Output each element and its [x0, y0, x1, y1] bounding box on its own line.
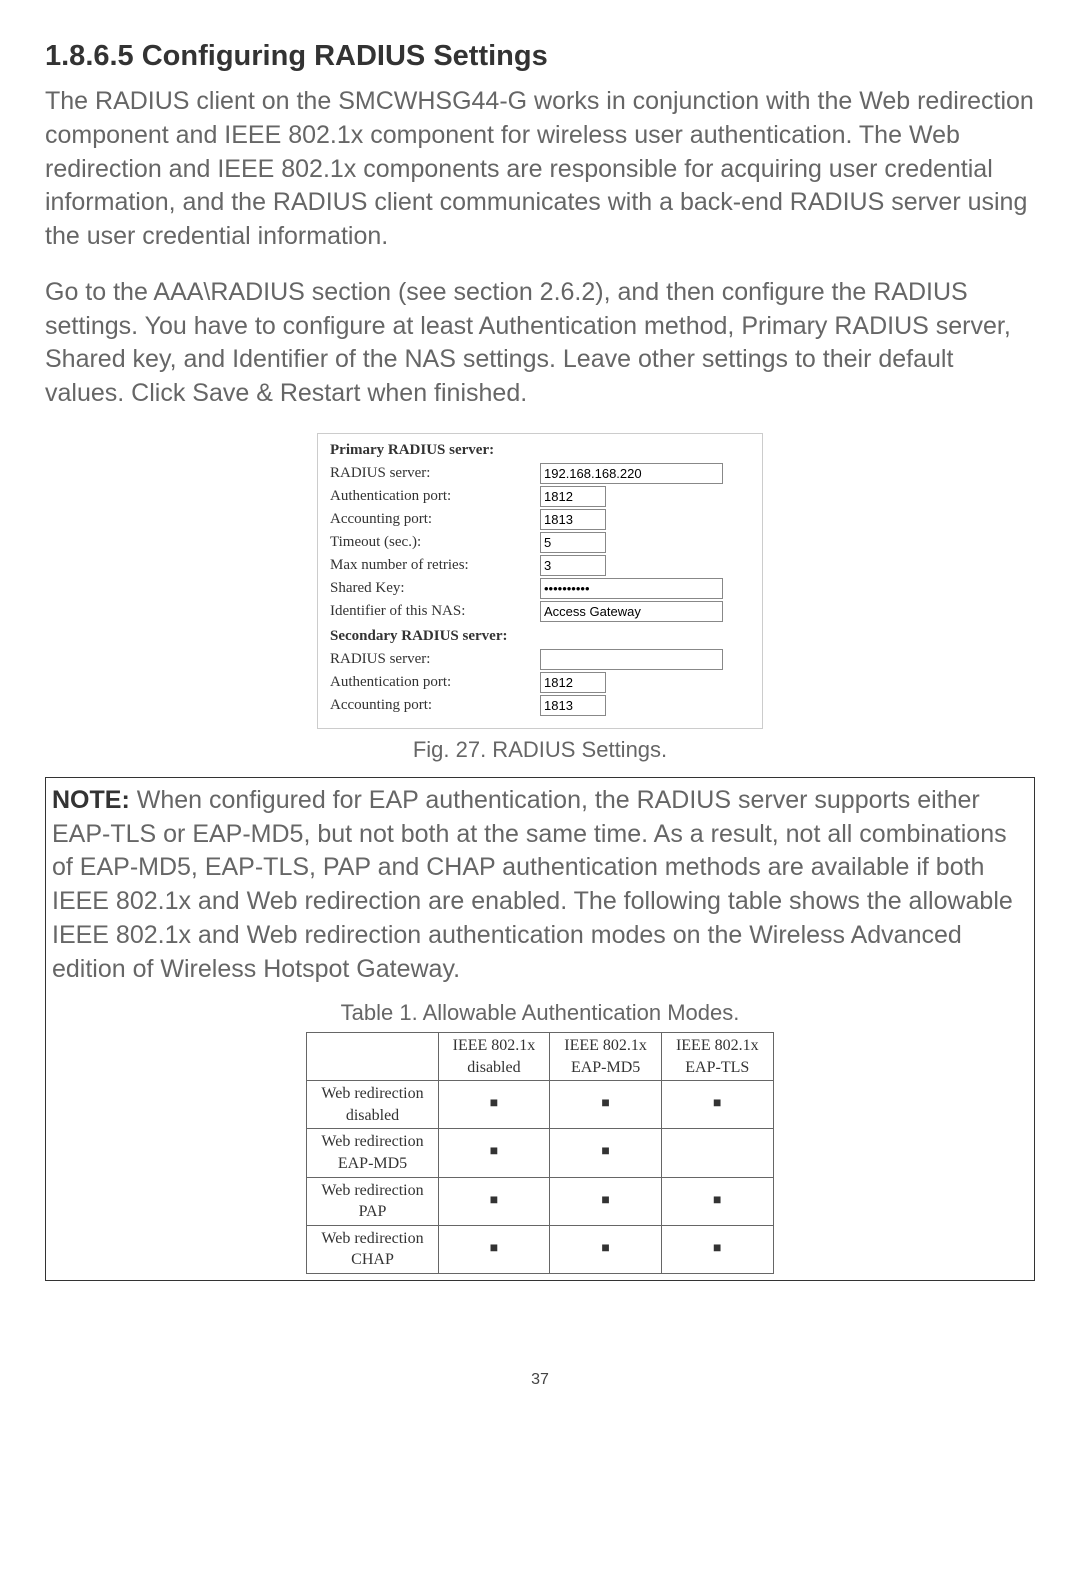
- label-sec-server: RADIUS server:: [330, 651, 540, 668]
- label-auth-port: Authentication port:: [330, 488, 540, 505]
- label-nas-id: Identifier of this NAS:: [330, 603, 540, 620]
- row-sec-acct: Accounting port:: [330, 695, 750, 716]
- figure-caption: Fig. 27. RADIUS Settings.: [45, 737, 1035, 763]
- table-col-header: IEEE 802.1xEAP-TLS: [661, 1032, 773, 1080]
- row-timeout: Timeout (sec.):: [330, 532, 750, 553]
- input-secondary-acct[interactable]: [540, 695, 606, 716]
- row-sec-server: RADIUS server:: [330, 649, 750, 670]
- label-sec-auth: Authentication port:: [330, 674, 540, 691]
- paragraph-1: The RADIUS client on the SMCWHSG44-G wor…: [45, 85, 1035, 254]
- table-cell: ■: [550, 1081, 662, 1129]
- label-sec-acct: Accounting port:: [330, 697, 540, 714]
- table-cell: ■: [661, 1081, 773, 1129]
- note-text: When configured for EAP authentication, …: [52, 786, 1013, 983]
- label-shared-key: Shared Key:: [330, 580, 540, 597]
- table-cell: ■: [550, 1177, 662, 1225]
- label-radius-server: RADIUS server:: [330, 465, 540, 482]
- row-shared-key: Shared Key:: [330, 578, 750, 599]
- row-nas-id: Identifier of this NAS:: [330, 601, 750, 622]
- table-col-header: IEEE 802.1xdisabled: [438, 1032, 550, 1080]
- table-caption: Table 1. Allowable Authentication Modes.: [52, 998, 1028, 1028]
- input-primary-server[interactable]: [540, 463, 723, 484]
- table-cell: ■: [661, 1177, 773, 1225]
- table-cell: ■: [438, 1177, 550, 1225]
- section-heading: 1.8.6.5 Configuring RADIUS Settings: [45, 40, 1035, 73]
- row-auth-port: Authentication port:: [330, 486, 750, 507]
- input-shared-key[interactable]: [540, 578, 723, 599]
- auth-modes-table: IEEE 802.1xdisabledIEEE 802.1xEAP-MD5IEE…: [306, 1032, 773, 1274]
- table-row-header: Web redirectionEAP-MD5: [307, 1129, 438, 1177]
- label-acct-port: Accounting port:: [330, 511, 540, 528]
- primary-server-header: Primary RADIUS server:: [330, 442, 750, 459]
- table-cell: ■: [661, 1225, 773, 1273]
- label-timeout: Timeout (sec.):: [330, 534, 540, 551]
- table-row: Web redirectionPAP■■■: [307, 1177, 773, 1225]
- input-nas-id[interactable]: [540, 601, 723, 622]
- note-label: NOTE:: [52, 786, 130, 814]
- table-col-header: [307, 1032, 438, 1080]
- table-row-header: Web redirectionCHAP: [307, 1225, 438, 1273]
- row-acct-port: Accounting port:: [330, 509, 750, 530]
- input-primary-acct[interactable]: [540, 509, 606, 530]
- table-col-header: IEEE 802.1xEAP-MD5: [550, 1032, 662, 1080]
- radius-settings-figure: Primary RADIUS server: RADIUS server: Au…: [317, 433, 763, 729]
- table-row: Web redirectionEAP-MD5■■: [307, 1129, 773, 1177]
- table-cell: ■: [438, 1225, 550, 1273]
- table-row: Web redirectionCHAP■■■: [307, 1225, 773, 1273]
- row-sec-auth: Authentication port:: [330, 672, 750, 693]
- note-box: NOTE: When configured for EAP authentica…: [45, 777, 1035, 1281]
- row-radius-server: RADIUS server:: [330, 463, 750, 484]
- input-retries[interactable]: [540, 555, 606, 576]
- table-cell: [661, 1129, 773, 1177]
- table-row: Web redirectiondisabled■■■: [307, 1081, 773, 1129]
- row-retries: Max number of retries:: [330, 555, 750, 576]
- input-timeout[interactable]: [540, 532, 606, 553]
- paragraph-2: Go to the AAA\RADIUS section (see sectio…: [45, 276, 1035, 411]
- table-cell: ■: [438, 1129, 550, 1177]
- page-number: 37: [45, 1371, 1035, 1389]
- label-retries: Max number of retries:: [330, 557, 540, 574]
- input-secondary-server[interactable]: [540, 649, 723, 670]
- table-cell: ■: [550, 1129, 662, 1177]
- input-primary-auth[interactable]: [540, 486, 606, 507]
- table-row-header: Web redirectionPAP: [307, 1177, 438, 1225]
- table-cell: ■: [550, 1225, 662, 1273]
- input-secondary-auth[interactable]: [540, 672, 606, 693]
- secondary-server-header: Secondary RADIUS server:: [330, 628, 750, 645]
- table-cell: ■: [438, 1081, 550, 1129]
- table-row-header: Web redirectiondisabled: [307, 1081, 438, 1129]
